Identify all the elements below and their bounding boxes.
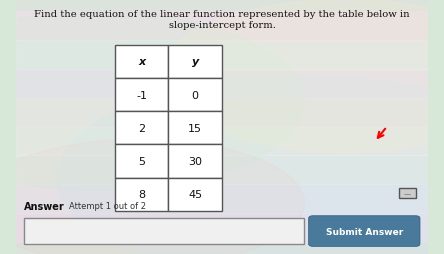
FancyBboxPatch shape xyxy=(309,216,420,246)
Bar xyxy=(115,145,168,178)
Bar xyxy=(16,127,428,156)
Text: -1: -1 xyxy=(136,90,147,100)
Bar xyxy=(115,46,168,79)
Text: 5: 5 xyxy=(138,156,145,166)
Ellipse shape xyxy=(160,0,444,152)
Bar xyxy=(168,145,222,178)
Text: x: x xyxy=(138,57,145,67)
Text: Submit Answer: Submit Answer xyxy=(326,227,403,236)
Text: Find the equation of the linear function represented by the table below in slope: Find the equation of the linear function… xyxy=(34,10,410,29)
Bar xyxy=(16,40,428,69)
Bar xyxy=(168,178,222,211)
Text: 2: 2 xyxy=(138,123,145,133)
Bar xyxy=(24,218,305,244)
Text: Attempt 1 out of 2: Attempt 1 out of 2 xyxy=(69,201,147,210)
Bar xyxy=(168,112,222,145)
Text: Answer: Answer xyxy=(24,201,65,211)
Bar xyxy=(168,79,222,112)
Bar xyxy=(16,69,428,98)
Text: 0: 0 xyxy=(192,90,198,100)
Bar xyxy=(16,98,428,127)
Bar xyxy=(16,214,428,243)
Bar xyxy=(115,178,168,211)
Bar xyxy=(168,46,222,79)
Text: 8: 8 xyxy=(138,189,145,199)
Ellipse shape xyxy=(57,76,444,254)
Ellipse shape xyxy=(0,140,305,254)
Bar xyxy=(16,11,428,40)
Bar xyxy=(16,185,428,214)
Text: 15: 15 xyxy=(188,123,202,133)
Bar xyxy=(399,188,416,198)
Text: 30: 30 xyxy=(188,156,202,166)
Bar xyxy=(115,112,168,145)
Bar xyxy=(16,156,428,185)
Text: y: y xyxy=(191,57,199,67)
Bar xyxy=(115,79,168,112)
Text: —: — xyxy=(404,190,411,196)
Text: 45: 45 xyxy=(188,189,202,199)
Ellipse shape xyxy=(0,13,305,190)
